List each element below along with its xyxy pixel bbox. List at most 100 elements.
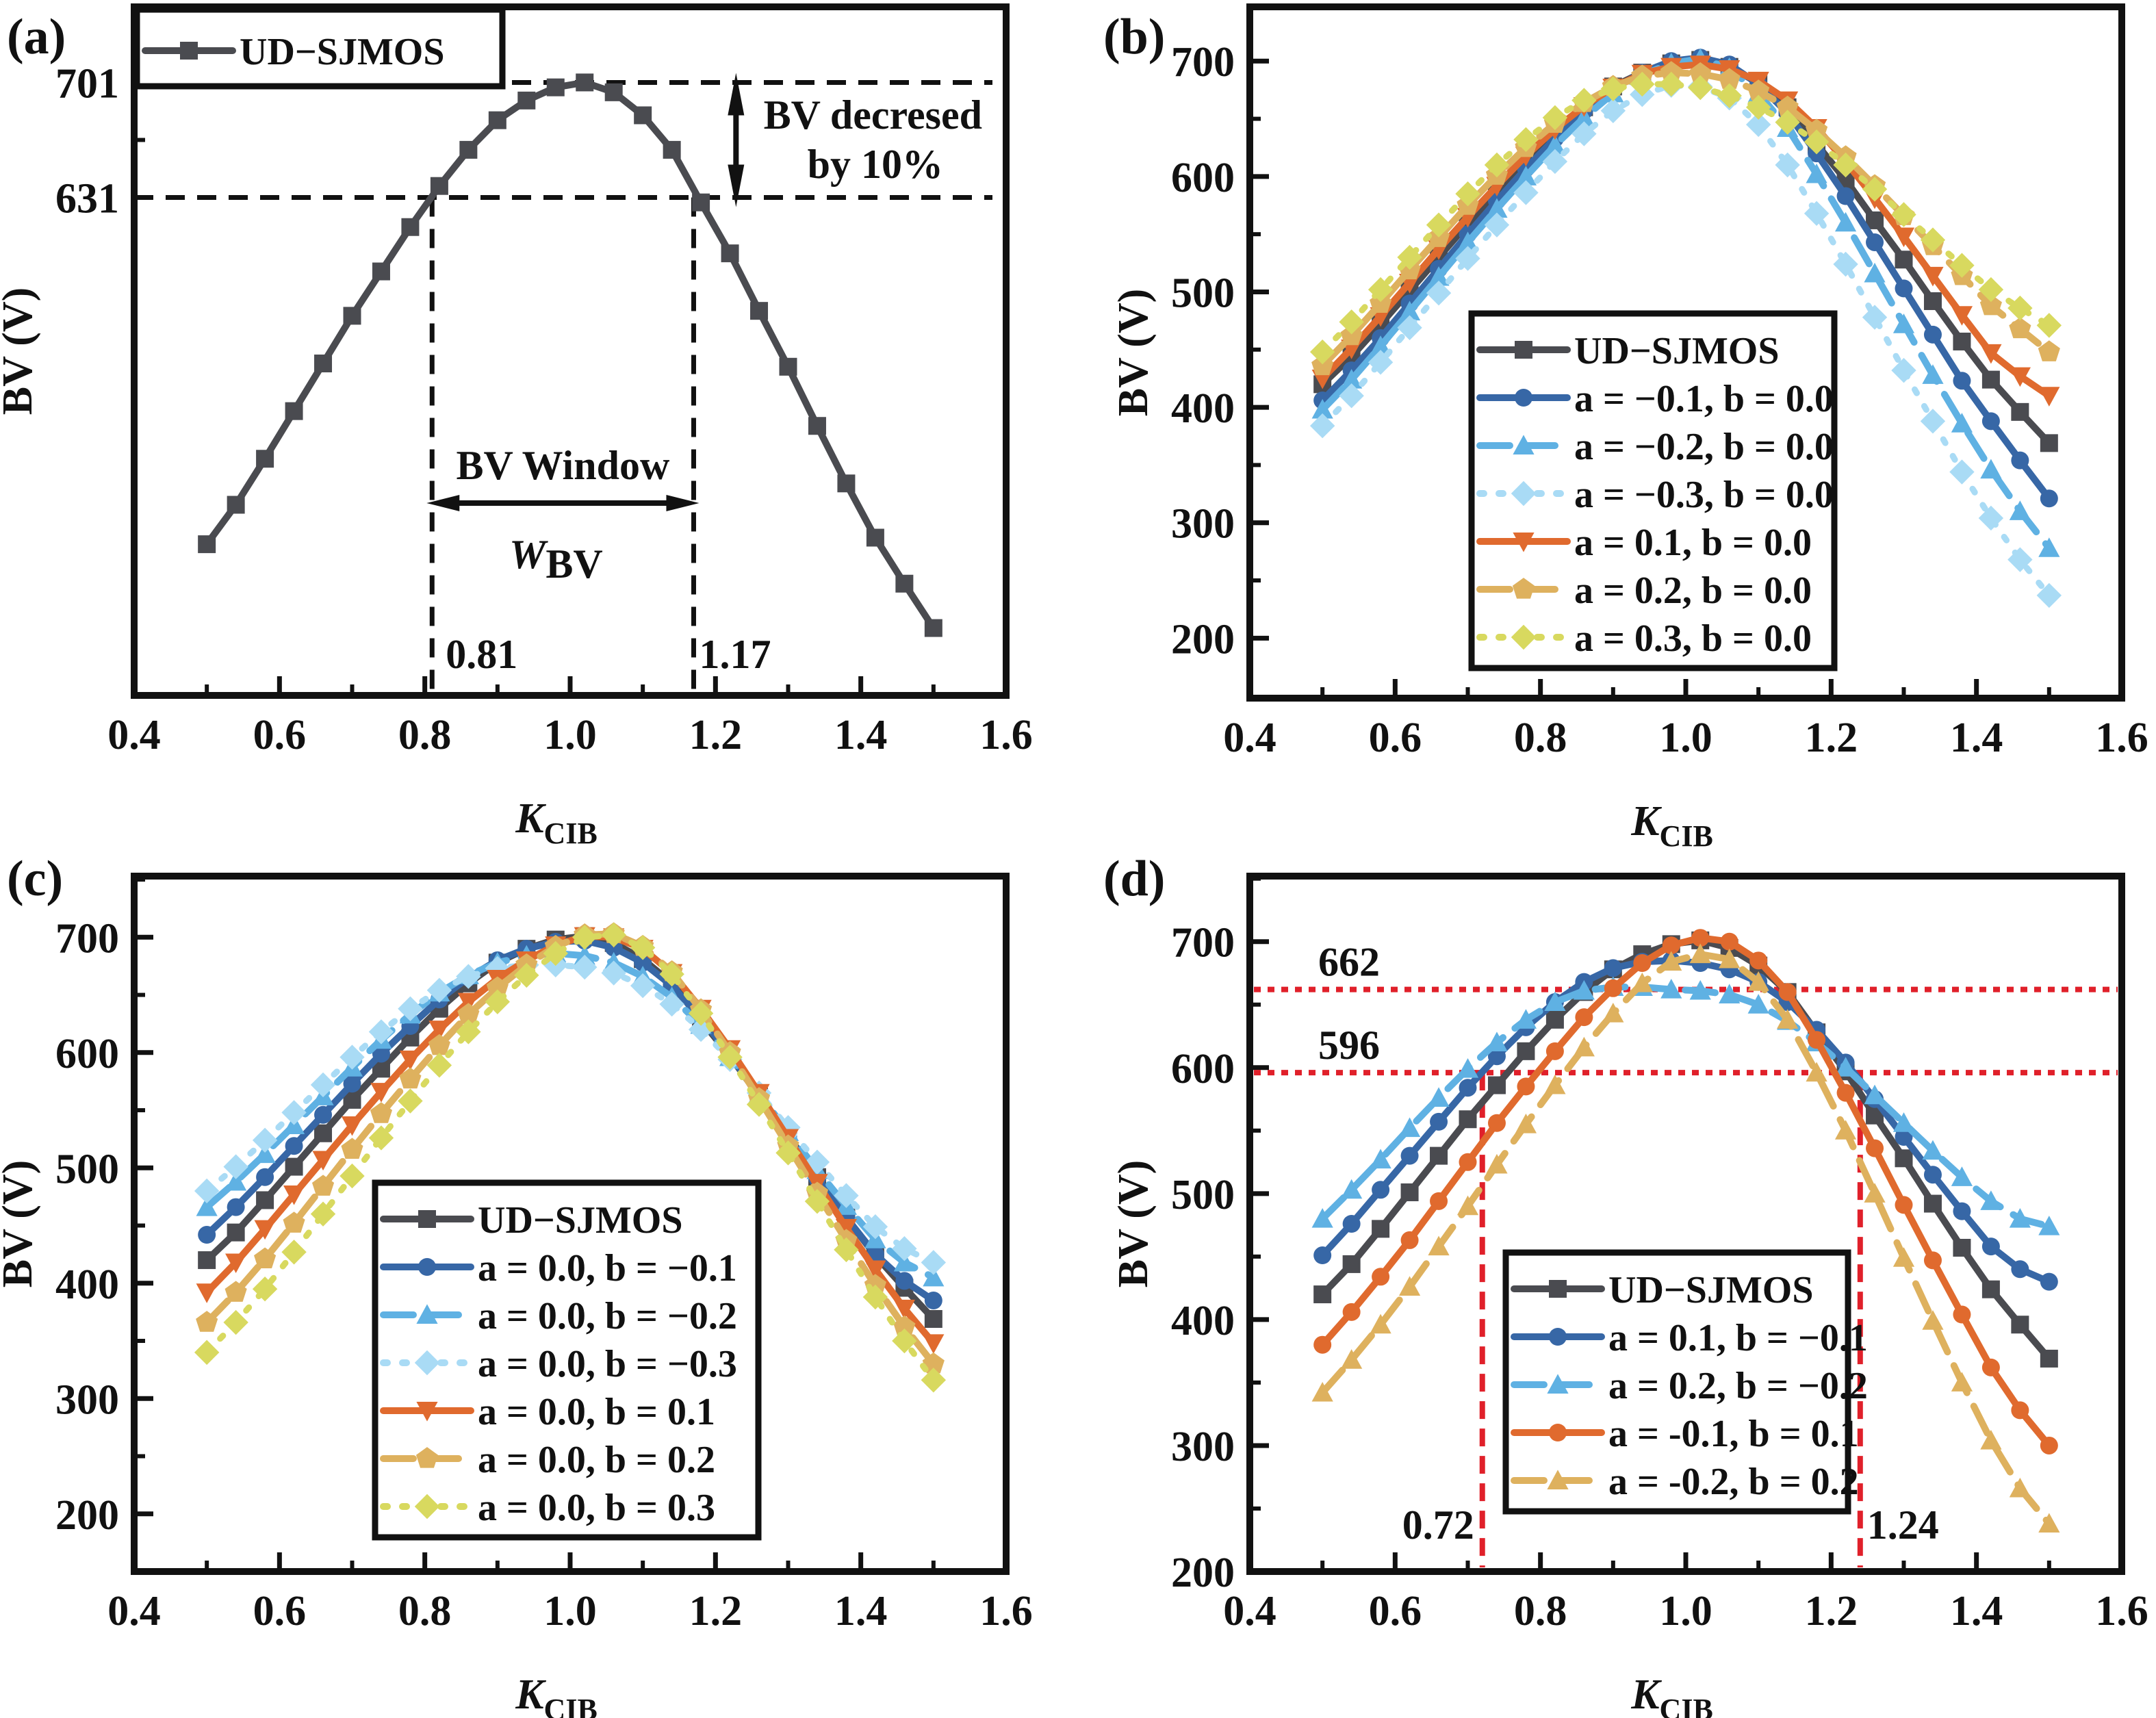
data-point <box>1718 68 1741 89</box>
data-point <box>370 1083 392 1103</box>
hline-bottom-label: 596 <box>1318 1023 1380 1068</box>
data-point <box>2040 1272 2058 1291</box>
y-tick-label: 631 <box>55 176 119 222</box>
data-point <box>456 1019 481 1044</box>
bv-decrease-label-line2: by 10% <box>808 142 943 187</box>
data-point <box>1923 325 1942 344</box>
data-point <box>1862 305 1888 330</box>
y-tick-label: 200 <box>1171 616 1235 663</box>
data-point <box>285 1157 303 1176</box>
data-point <box>1775 110 1800 135</box>
data-point <box>634 106 652 125</box>
data-point <box>866 528 884 547</box>
data-point <box>1864 1084 1886 1105</box>
data-point <box>1604 979 1622 997</box>
data-point <box>1949 459 1975 485</box>
x-tick-label: 1.4 <box>1950 715 2003 761</box>
data-point <box>1339 309 1364 335</box>
data-point <box>1922 266 1944 287</box>
data-point <box>1341 369 1363 389</box>
vline-left-label: 0.72 <box>1402 1502 1474 1548</box>
data-point <box>1862 177 1888 202</box>
legend-label: a = 0.0, b = 0.3 <box>478 1487 715 1529</box>
arrow-head-right-icon <box>666 495 700 511</box>
data-point <box>1806 163 1827 183</box>
data-point <box>1691 929 1710 947</box>
data-point <box>1487 1076 1506 1094</box>
data-point <box>1542 149 1568 175</box>
data-point <box>1426 212 1452 238</box>
legend-label: a = 0.0, b = −0.3 <box>478 1343 737 1385</box>
data-point <box>314 355 333 373</box>
data-point <box>2040 1349 2058 1368</box>
data-point <box>1426 280 1452 306</box>
vline-left-label: 0.81 <box>446 632 517 677</box>
data-point <box>2036 582 2062 608</box>
data-point <box>1833 251 1858 277</box>
data-point <box>1866 233 1884 251</box>
data-point <box>835 1218 858 1239</box>
data-point <box>426 977 452 1003</box>
series-3 <box>194 952 947 1275</box>
data-point <box>1370 335 1391 355</box>
data-point <box>1397 244 1422 270</box>
data-point <box>1922 1310 1944 1330</box>
arrow-head-down-icon <box>728 164 745 207</box>
data-point <box>659 991 684 1017</box>
x-tick-label: 1.6 <box>979 1588 1033 1634</box>
x-axis-label: KCIB <box>1630 798 1713 853</box>
data-point <box>1313 1285 1332 1304</box>
data-point <box>343 1075 361 1093</box>
legend: UD−SJMOS a = 0.1, b = −0.1 a = 0.2, b = −0… <box>1502 1249 1868 1515</box>
legend-label: a = -0.2, b = 0.2 <box>1608 1461 1859 1503</box>
data-point <box>281 1100 307 1125</box>
data-point <box>1804 201 1830 227</box>
data-point <box>1341 1349 1363 1369</box>
data-point <box>604 83 623 101</box>
data-point <box>1486 198 1508 218</box>
data-point <box>1895 279 1913 298</box>
data-point <box>1836 187 1855 205</box>
data-point <box>1459 1110 1477 1129</box>
data-point <box>198 1251 216 1270</box>
data-point <box>252 1127 278 1153</box>
data-point <box>227 1223 245 1242</box>
data-point <box>1689 979 1711 1000</box>
legend-swatch-marker <box>418 1258 436 1276</box>
data-point <box>1980 459 2002 479</box>
legend-label: a = 0.1, b = −0.1 <box>1608 1317 1868 1359</box>
x-tick-label: 1.2 <box>1805 715 1858 761</box>
data-point <box>1980 1190 2002 1210</box>
data-point <box>895 1272 914 1290</box>
data-point <box>254 1220 276 1240</box>
vline-right-label: 1.17 <box>699 632 771 677</box>
data-point <box>1400 1231 1419 1249</box>
data-point <box>893 1315 916 1337</box>
panel-d: (d) 0.4 0.6 0.8 1.0 1.2 1.4 1.6 200 300 400 500 600 7… <box>1103 851 2148 1718</box>
data-point <box>1978 505 2004 531</box>
y-tick-label: 500 <box>1171 270 1235 316</box>
x-tick-label: 0.4 <box>1223 715 1276 761</box>
data-point <box>341 1116 363 1136</box>
x-tick-label: 0.8 <box>398 1588 452 1634</box>
data-point <box>543 940 568 966</box>
data-point <box>1749 951 1768 970</box>
data-point <box>198 535 216 554</box>
y-axis-label: BV (V) <box>0 287 41 415</box>
data-point <box>1428 1235 1450 1256</box>
data-point <box>692 193 710 211</box>
data-point <box>630 973 656 999</box>
data-point <box>663 140 681 159</box>
data-point <box>1660 979 1682 999</box>
data-point <box>1689 62 1712 84</box>
data-point <box>1717 83 1742 109</box>
legend-swatch-marker <box>414 1350 440 1376</box>
data-point <box>1398 1276 1421 1296</box>
data-point <box>368 1019 394 1044</box>
data-point <box>1515 1113 1537 1133</box>
data-point <box>224 1281 247 1302</box>
data-point <box>1980 1429 2002 1450</box>
data-point <box>1575 1008 1593 1027</box>
data-point <box>1571 121 1597 146</box>
legend-swatch-marker <box>416 1402 438 1422</box>
